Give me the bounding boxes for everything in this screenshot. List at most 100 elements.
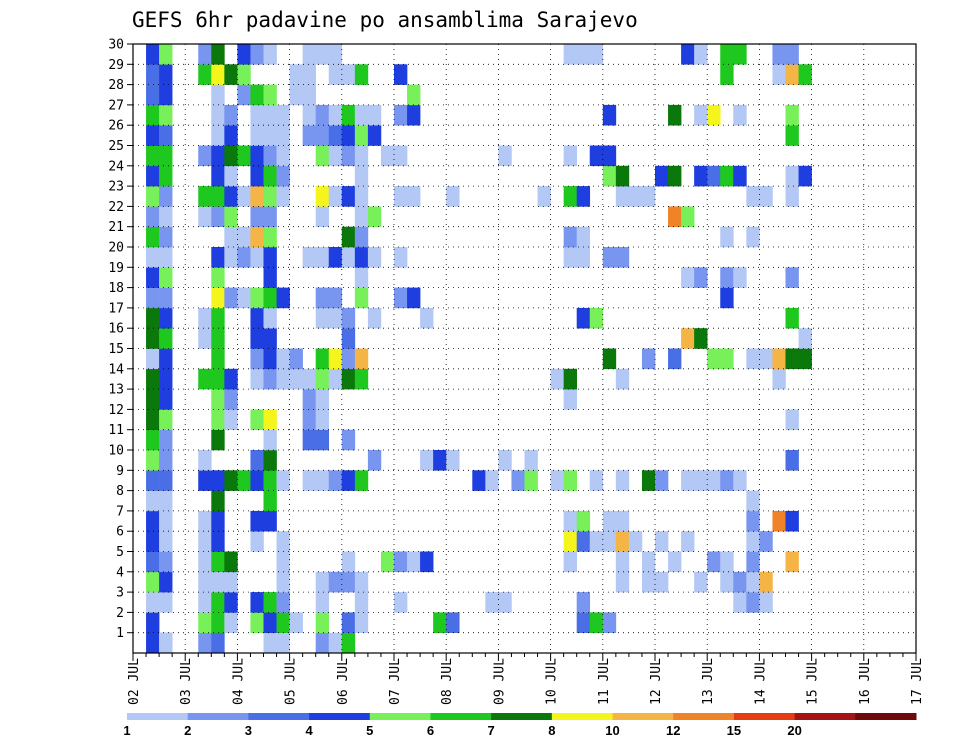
y-tick-label: 24	[108, 159, 124, 174]
x-tick-label: 16 JUL	[858, 658, 873, 705]
heatmap-cell	[224, 368, 238, 390]
heatmap-cell	[341, 328, 356, 349]
colorbar-swatch	[794, 713, 856, 720]
heatmap-cell	[250, 307, 264, 329]
heatmap-cell	[198, 186, 212, 207]
heatmap-cell	[276, 470, 290, 491]
heatmap-cell	[576, 510, 591, 532]
heatmap-cell	[759, 348, 773, 370]
colorbar-swatch	[369, 713, 431, 720]
heatmap-cell	[798, 328, 812, 349]
heatmap-cell	[576, 307, 591, 329]
heatmap-cell	[328, 368, 343, 390]
heatmap-cell	[746, 226, 760, 248]
heatmap-cell	[146, 267, 160, 288]
colorbar-swatch	[248, 713, 310, 720]
heatmap-cell	[798, 64, 812, 85]
heatmap-cell	[681, 470, 695, 491]
heatmap-cell	[694, 571, 708, 593]
heatmap-cell	[354, 571, 369, 593]
heatmap-cell	[302, 64, 316, 85]
heatmap-cell	[576, 612, 591, 633]
heatmap-cell	[146, 389, 160, 410]
heatmap-cell	[237, 145, 251, 167]
heatmap-cell	[263, 104, 277, 126]
heatmap-cell	[720, 470, 734, 491]
y-tick-label: 25	[108, 139, 124, 154]
heatmap-cell	[146, 307, 160, 329]
heatmap-cell	[785, 450, 799, 471]
heatmap-cell	[224, 592, 238, 613]
heatmap-cell	[211, 165, 225, 187]
heatmap-cells	[146, 44, 812, 654]
heatmap-cell	[707, 470, 721, 491]
y-tick-label: 18	[108, 281, 124, 296]
heatmap-cell	[407, 186, 421, 207]
heatmap-cell	[146, 429, 160, 451]
heatmap-cell	[354, 348, 369, 370]
heatmap-cell	[263, 510, 277, 532]
heatmap-cell	[746, 348, 760, 370]
heatmap-cell	[146, 247, 160, 268]
heatmap-cell	[733, 592, 747, 613]
heatmap-cell	[211, 287, 225, 309]
grid-lines	[133, 44, 916, 653]
heatmap-cell	[354, 247, 369, 268]
heatmap-cell	[159, 348, 173, 370]
heatmap-cell	[250, 247, 264, 268]
heatmap-cell	[563, 226, 577, 248]
heatmap-cell	[315, 104, 330, 126]
heatmap-cell	[263, 267, 277, 288]
heatmap-cell	[563, 389, 577, 410]
colorbar-swatch	[187, 713, 249, 720]
x-tick-label: 05 JUL	[284, 658, 299, 705]
heatmap-cell	[446, 186, 460, 207]
heatmap-cell	[159, 368, 173, 390]
heatmap-cell	[341, 429, 356, 451]
heatmap-cell	[420, 450, 434, 471]
heatmap-cell	[211, 328, 225, 349]
heatmap-cell	[315, 348, 330, 370]
heatmap-cell	[746, 490, 760, 512]
heatmap-cell	[720, 348, 734, 370]
heatmap-cell	[250, 125, 264, 146]
heatmap-cell	[211, 348, 225, 370]
heatmap-cell	[746, 531, 760, 552]
heatmap-cell	[263, 328, 277, 349]
y-tick-label: 9	[116, 464, 124, 479]
heatmap-cell	[394, 186, 408, 207]
x-tick-label: 17 JUL	[910, 658, 925, 705]
heatmap-cell	[237, 287, 251, 309]
heatmap-cell	[563, 368, 577, 390]
heatmap-cell	[263, 348, 277, 370]
heatmap-cell	[354, 125, 369, 146]
heatmap-cell	[498, 450, 512, 471]
heatmap-cell	[328, 307, 343, 329]
heatmap-cell	[354, 186, 369, 207]
heatmap-cell	[276, 125, 290, 146]
heatmap-cell	[720, 64, 734, 85]
heatmap-cell	[367, 247, 382, 268]
heatmap-cell	[198, 551, 212, 573]
heatmap-cell	[211, 389, 225, 410]
colorbar-swatch	[855, 713, 917, 720]
x-tick-label: 03 JUL	[179, 658, 194, 705]
heatmap-cell	[276, 287, 290, 309]
heatmap-cell	[159, 592, 173, 613]
colorbar-swatch	[430, 713, 492, 720]
heatmap-cell	[159, 165, 173, 187]
y-tick-label: 23	[108, 180, 124, 195]
heatmap-cell	[263, 592, 277, 613]
heatmap-cell	[159, 510, 173, 532]
heatmap-cell	[159, 186, 173, 207]
colorbar-label: 2	[184, 723, 191, 738]
heatmap-cell	[224, 551, 238, 573]
colorbar-label: 1	[123, 723, 130, 738]
y-tick-label: 13	[108, 383, 124, 398]
heatmap-cell	[237, 186, 251, 207]
heatmap-cell	[720, 165, 734, 187]
heatmap-cell	[772, 368, 786, 390]
x-tick-label: 08 JUL	[440, 658, 455, 705]
heatmap-cell	[224, 389, 238, 410]
heatmap-cell	[159, 490, 173, 512]
